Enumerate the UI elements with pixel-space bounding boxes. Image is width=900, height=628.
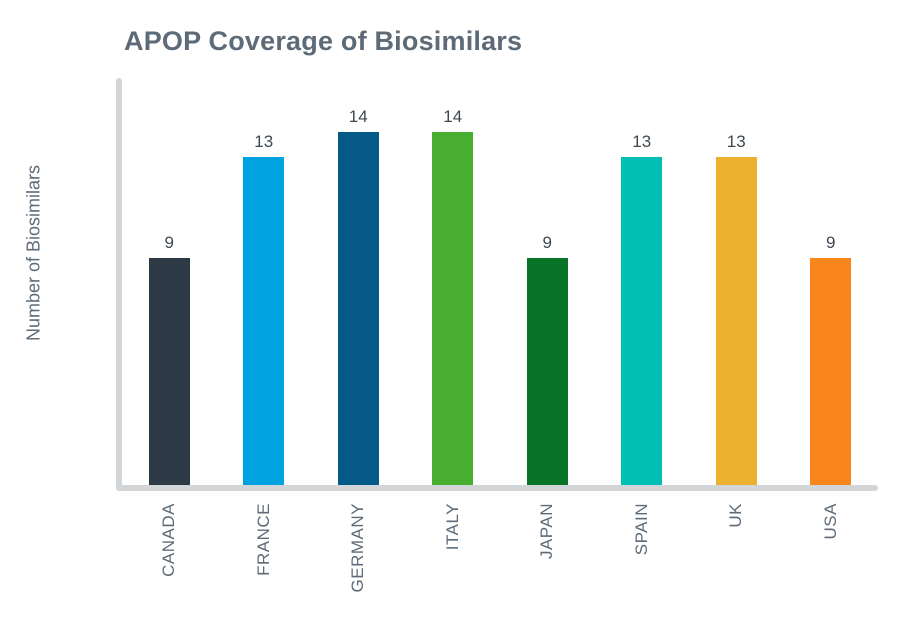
- x-label-cell: SPAIN: [595, 503, 690, 623]
- x-label-cell: GERMANY: [311, 503, 406, 623]
- plot-area: 9 13 14 14 9 13 13 9: [122, 78, 878, 485]
- bar-value-label: 13: [254, 132, 274, 151]
- bar-canada: [148, 258, 190, 485]
- x-axis-line: [116, 485, 878, 491]
- x-axis-tick-label: FRANCE: [253, 503, 273, 576]
- bar-italy: [432, 132, 474, 485]
- bar-column: 13: [595, 133, 690, 485]
- x-label-cell: CANADA: [122, 503, 217, 623]
- x-axis-tick-label: JAPAN: [537, 503, 557, 560]
- x-axis-tick-label: UK: [726, 503, 746, 528]
- bar-column: 14: [406, 108, 501, 485]
- y-axis-label: Number of Biosimilars: [23, 164, 44, 342]
- bar-value-label: 13: [632, 132, 652, 151]
- bar-value-label: 9: [542, 233, 552, 252]
- x-label-cell: JAPAN: [500, 503, 595, 623]
- y-axis-line: [116, 78, 122, 491]
- bar-value-label: 13: [726, 132, 746, 151]
- bar-france: [243, 157, 285, 485]
- bar-germany: [337, 132, 379, 485]
- bar-spain: [621, 157, 663, 485]
- bar-column: 9: [500, 234, 595, 485]
- x-axis-tick-label: SPAIN: [631, 503, 651, 556]
- bar-column: 13: [689, 133, 784, 485]
- bar-column: 13: [217, 133, 312, 485]
- bar-value-label: 14: [348, 107, 368, 126]
- x-axis-labels: CANADA FRANCE GERMANY ITALY JAPAN SPAIN UK USA: [122, 503, 878, 623]
- bar-column: 9: [784, 234, 879, 485]
- x-axis-tick-label: GERMANY: [348, 503, 368, 593]
- x-label-cell: USA: [784, 503, 879, 623]
- x-label-cell: UK: [689, 503, 784, 623]
- bar-value-label: 9: [826, 233, 836, 252]
- x-axis-tick-label: ITALY: [442, 503, 462, 551]
- x-label-cell: FRANCE: [217, 503, 312, 623]
- bar-column: 14: [311, 108, 406, 485]
- bar-usa: [810, 258, 852, 485]
- bar-uk: [715, 157, 757, 485]
- x-axis-tick-label: CANADA: [159, 503, 179, 577]
- bar-japan: [526, 258, 568, 485]
- bar-value-label: 9: [164, 233, 174, 252]
- x-axis-tick-label: USA: [820, 503, 840, 540]
- bar-value-label: 14: [443, 107, 463, 126]
- chart-title: APOP Coverage of Biosimilars: [124, 26, 523, 56]
- x-label-cell: ITALY: [406, 503, 501, 623]
- bar-column: 9: [122, 234, 217, 485]
